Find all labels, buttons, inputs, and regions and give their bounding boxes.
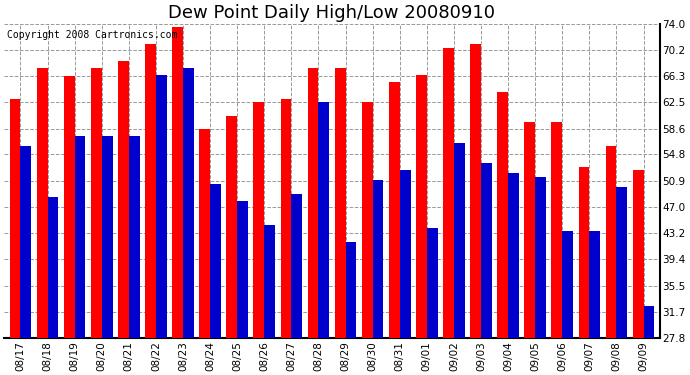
Bar [373,180,384,338]
Bar [319,102,329,338]
Bar [524,122,535,338]
Bar [21,146,31,338]
Bar [101,136,112,338]
Bar [389,82,400,338]
Bar [91,68,101,338]
Bar [308,68,319,338]
Bar [335,68,346,338]
Bar [346,242,356,338]
Bar [562,231,573,338]
Text: Copyright 2008 Cartronics.com: Copyright 2008 Cartronics.com [8,30,178,40]
Bar [63,76,75,338]
Bar [75,136,86,338]
Bar [37,68,48,338]
Bar [145,44,156,338]
Bar [183,68,194,338]
Bar [10,99,21,338]
Bar [578,166,589,338]
Bar [48,197,59,338]
Bar [644,306,654,338]
Bar [172,27,183,338]
Bar [416,75,427,338]
Bar [210,184,221,338]
Bar [253,102,264,338]
Bar [535,177,546,338]
Bar [616,187,627,338]
Bar [129,136,139,338]
Bar [497,92,508,338]
Bar [427,228,437,338]
Bar [291,194,302,338]
Title: Dew Point Daily High/Low 20080910: Dew Point Daily High/Low 20080910 [168,4,495,22]
Bar [199,129,210,338]
Bar [606,146,616,338]
Bar [237,201,248,338]
Bar [470,44,481,338]
Bar [362,102,373,338]
Bar [400,170,411,338]
Bar [589,231,600,338]
Bar [226,116,237,338]
Bar [454,143,465,338]
Bar [118,61,129,338]
Bar [508,174,519,338]
Bar [633,170,644,338]
Bar [264,225,275,338]
Bar [551,122,562,338]
Bar [156,75,167,338]
Bar [481,163,492,338]
Bar [443,48,454,338]
Bar [281,99,291,338]
